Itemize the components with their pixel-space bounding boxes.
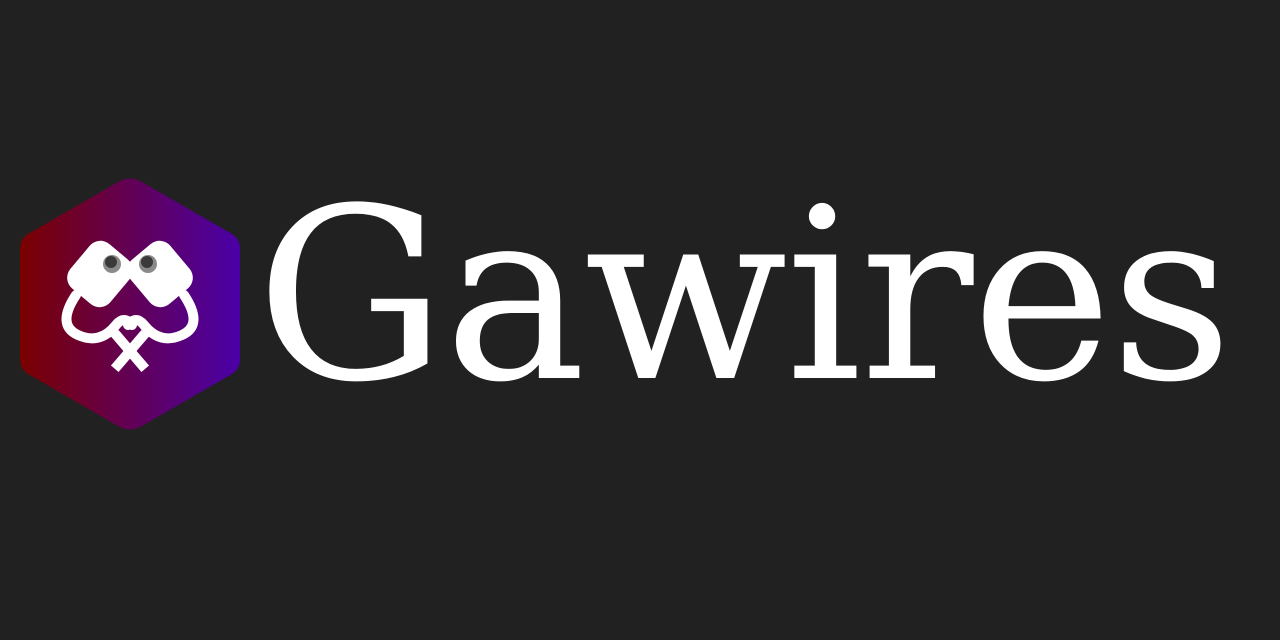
brand-wordmark: Gawires <box>256 158 1233 435</box>
left-wire <box>61 290 137 344</box>
logo-hexagon <box>20 178 240 430</box>
brand-logo <box>14 175 246 433</box>
wire-knot <box>110 329 150 373</box>
logo-glyph <box>61 240 199 373</box>
right-wire <box>123 290 199 344</box>
hexagon-wire-plugs-icon <box>20 178 240 430</box>
